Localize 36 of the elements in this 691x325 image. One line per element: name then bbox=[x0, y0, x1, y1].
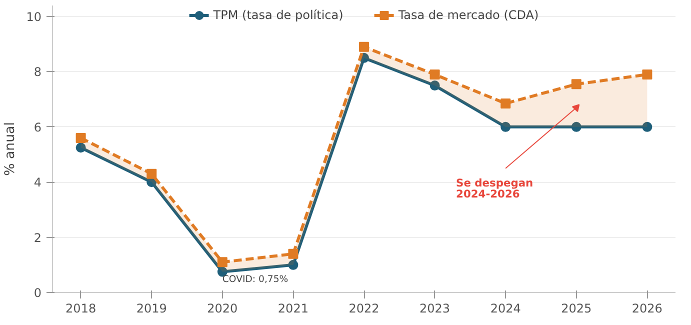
y-axis-title: % anual bbox=[3, 122, 18, 176]
y-tick-label: 0 bbox=[34, 286, 42, 300]
point bbox=[430, 69, 440, 80]
point bbox=[571, 122, 582, 132]
point bbox=[217, 257, 228, 268]
x-tick-label: 2022 bbox=[348, 302, 380, 316]
x-tick-label: 2018 bbox=[66, 302, 96, 316]
point bbox=[288, 248, 298, 259]
y-tick-label: 10 bbox=[26, 10, 42, 24]
point bbox=[430, 80, 440, 91]
point bbox=[642, 122, 652, 132]
x-tick-label: 2024 bbox=[490, 302, 521, 316]
point bbox=[76, 142, 86, 153]
y-tick-label: 4 bbox=[34, 176, 42, 190]
annotation: COVID: 0,75% bbox=[222, 274, 288, 285]
x-tick-label: 2019 bbox=[136, 302, 167, 316]
x-tick-label: 2026 bbox=[632, 302, 662, 316]
x-tick-label: 2020 bbox=[207, 302, 238, 316]
point bbox=[146, 168, 157, 179]
y-tick-label: 2 bbox=[34, 230, 42, 245]
x-tick-label: 2025 bbox=[561, 302, 592, 316]
point bbox=[359, 42, 369, 52]
x-tick-label: 2021 bbox=[278, 302, 308, 316]
point bbox=[571, 79, 582, 90]
x-tick-label: 2023 bbox=[420, 302, 450, 316]
point bbox=[288, 260, 298, 270]
y-tick-label: 6 bbox=[34, 120, 42, 134]
point bbox=[500, 98, 511, 108]
annotation: Se despegan 2024-2026 bbox=[456, 176, 534, 201]
point bbox=[500, 122, 511, 132]
point bbox=[217, 266, 228, 277]
legend-label: Tasa de mercado (CDA) bbox=[398, 8, 539, 22]
legend-label: TPM (tasa de política) bbox=[213, 8, 344, 22]
point bbox=[76, 132, 86, 143]
y-tick-label: 8 bbox=[34, 65, 42, 80]
point bbox=[642, 69, 652, 80]
